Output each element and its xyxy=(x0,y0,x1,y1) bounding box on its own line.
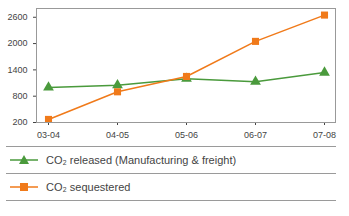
html-text:CO₂ released (Manufacturing &: CO₂ released (Manufacturing & freight) xyxy=(46,154,237,166)
svg-text:05-06: 05-06 xyxy=(175,130,198,140)
svg-text:04-05: 04-05 xyxy=(106,130,129,140)
svg-text:07-08: 07-08 xyxy=(313,130,336,140)
svg-text:2600: 2600 xyxy=(7,12,27,22)
svg-text:1400: 1400 xyxy=(7,65,27,75)
svg-text:03-04: 03-04 xyxy=(37,130,60,140)
svg-text:06-07: 06-07 xyxy=(244,130,267,140)
svg-text:2000: 2000 xyxy=(7,38,27,48)
svg-text:800: 800 xyxy=(12,91,27,101)
svg-text:200: 200 xyxy=(12,117,27,127)
html-text:CO₂ sequestered: CO₂ sequestered xyxy=(46,181,131,193)
